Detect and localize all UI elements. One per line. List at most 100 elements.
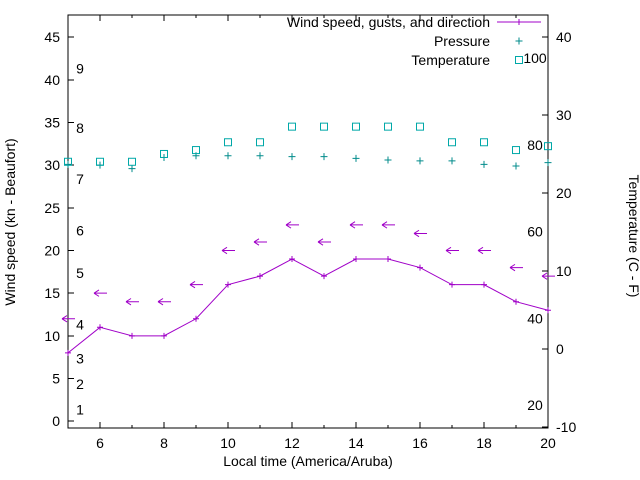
pressure-point [352,154,360,162]
x-tick-label: 16 [412,435,428,451]
y-right-tick-label: 30 [556,107,572,123]
pressure-point [544,159,552,167]
wind-speed-point [257,273,263,280]
x-tick-label: 20 [540,435,556,451]
wind-speed-line [67,258,549,354]
wind-speed-point [193,315,199,322]
wind-speed-point [353,256,359,263]
legend-label-temperature: Temperature [411,52,490,68]
temperature-point [288,122,296,131]
gust-direction-arrow [61,315,75,323]
temperature-point [160,149,168,158]
wind-speed-point [97,324,103,331]
x-tick-label: 18 [476,435,492,451]
temperature-point [224,138,232,147]
temperature-point [320,122,328,131]
beaufort-scale-label: 7 [76,171,84,187]
x-axis-title: Local time (America/Aruba) [223,453,393,469]
beaufort-scale-label: 8 [76,120,84,136]
y-right-tick-label: 10 [556,263,572,279]
y-right-tick-label: -10 [556,419,576,435]
temperature-point [448,138,456,147]
gust-direction-arrow [541,272,555,280]
beaufort-scale-label: 4 [76,316,84,332]
gust-direction-arrow [125,298,139,306]
pressure-point [64,160,72,168]
gust-direction-arrow [285,221,299,229]
wind-speed-point [417,264,423,271]
x-tick-label: 12 [284,435,300,451]
temperature-point [416,122,424,131]
x-tick-label: 6 [96,435,104,451]
x-tick-label: 8 [160,435,168,451]
pressure-point [384,156,392,164]
right-y-axis-title: Temperature (C - F) [626,175,640,298]
fahrenheit-scale-label: 80 [527,137,543,153]
gust-direction-arrow [253,238,267,246]
y-left-tick-label: 45 [44,29,60,45]
y-right-tick-label: 40 [556,29,572,45]
wind-speed-point [161,332,167,339]
gust-direction-arrow [509,263,523,272]
pressure-point [512,162,520,170]
pressure-point [480,160,488,168]
temperature-point [128,157,136,166]
y-left-tick-label: 15 [44,285,60,301]
y-left-tick-label: 30 [44,157,60,173]
wind-speed-point [321,273,327,280]
wind-speed-point [225,281,231,288]
fahrenheit-scale-label: 60 [527,224,543,240]
y-right-tick-label: 20 [556,185,572,201]
gust-direction-arrow [189,281,203,289]
y-left-tick-label: 0 [52,413,60,429]
y-left-tick-label: 10 [44,328,60,344]
y-right-tick-label: 0 [556,341,564,357]
gust-direction-arrow [157,298,171,306]
gust-direction-arrow [349,221,363,229]
gust-direction-arrow [221,246,235,255]
wind-speed-point [481,281,487,288]
wind-speed-point [513,298,519,305]
beaufort-scale-label: 5 [76,265,84,281]
temperature-point [384,122,392,131]
temperature-point [352,122,360,131]
plot-border [67,14,549,429]
gust-direction-arrow [93,289,107,297]
y-left-tick-label: 40 [44,72,60,88]
left-y-axis-title: Wind speed (kn - Beaufort) [2,138,18,305]
pressure-point [128,165,136,173]
legend-sample-wind-point [516,19,522,25]
temperature-point [544,142,552,151]
y-left-tick-label: 25 [44,200,60,216]
temperature-point [96,157,104,166]
beaufort-scale-label: 9 [76,60,84,76]
fahrenheit-scale-label: 40 [527,310,543,326]
beaufort-scale-label: 2 [76,376,84,392]
pressure-point [448,157,456,165]
wind-speed-point [449,281,455,288]
gust-direction-arrow [381,221,395,229]
fahrenheit-scale-label: 100 [523,50,547,66]
x-tick-label: 14 [348,435,364,451]
gust-direction-arrow [413,229,427,238]
fahrenheit-scale-label: 20 [527,397,543,413]
y-left-tick-label: 5 [52,371,60,387]
temperature-point [192,146,200,155]
wind-speed-point [385,256,391,263]
pressure-point [288,153,296,161]
temperature-point [64,157,72,166]
wind-speed-point [545,307,551,314]
chart-generated-content: 6 8 10 12 14 16 18 20051015202530354045-1001020… [44,15,576,451]
beaufort-scale-label: 1 [76,402,84,418]
x-tick-label: 10 [220,435,236,451]
pressure-point [256,152,264,160]
temperature-point [512,146,520,155]
wind-speed-point [65,349,71,356]
legend-label-pressure: Pressure [434,33,490,49]
gust-direction-arrow [317,238,331,246]
y-left-tick-label: 20 [44,243,60,259]
pressure-point [224,152,232,160]
